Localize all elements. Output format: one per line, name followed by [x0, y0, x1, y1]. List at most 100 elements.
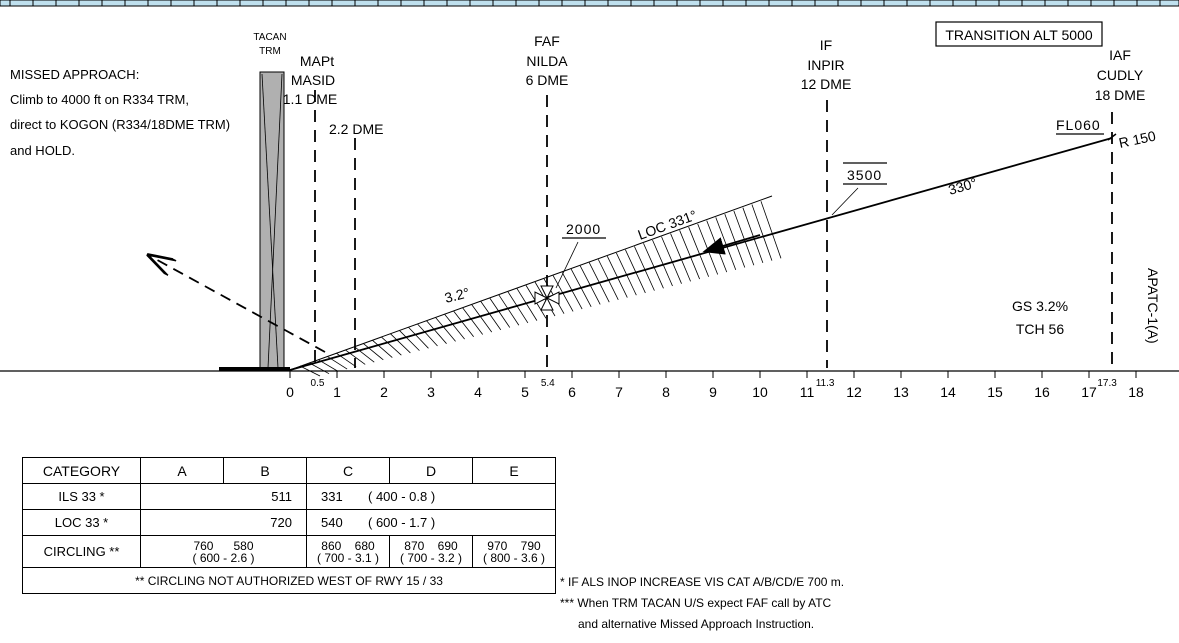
tacan-tower-line: [267, 73, 283, 369]
hatch-stroke: [733, 210, 755, 266]
axis-tick-label: 2: [380, 384, 388, 400]
hatch-stroke: [643, 243, 664, 289]
axis-sub-label: 0.5: [311, 378, 325, 389]
hatch-stroke: [516, 288, 538, 321]
ils-ab: 511: [140, 483, 307, 510]
hatch-stroke: [652, 239, 673, 287]
axis-tick-label: 14: [940, 384, 956, 400]
gs-percent-label: GS 3.2%: [1012, 298, 1068, 314]
axis-tick-label: 12: [846, 384, 862, 400]
ils-cde-value: 331: [321, 489, 343, 504]
header-category: CATEGORY: [22, 457, 141, 484]
note-line: * IF ALS INOP INCREASE VIS CAT A/B/CD/E …: [560, 575, 845, 589]
hatch-stroke: [353, 346, 375, 363]
ils-cde-paren: ( 400 - 0.8 ): [368, 489, 436, 504]
axis-tick-label: 13: [893, 384, 909, 400]
glide-path: [289, 137, 1113, 371]
minima-footnote-row: ** CIRCLING NOT AUTHORIZED WEST OF RWY 1…: [22, 567, 556, 594]
alt2000-label: 2000: [566, 221, 601, 237]
if-label: IF: [820, 37, 832, 53]
axis-sub-label: 5.4: [541, 378, 555, 389]
loc-ab: 720: [140, 509, 307, 536]
circling-label: CIRCLING **: [22, 535, 141, 568]
hatch-stroke: [381, 336, 402, 356]
header-a: A: [140, 457, 224, 484]
missed-approach-line: direct to KOGON (R334/18DME TRM): [10, 117, 230, 132]
circling-e: 970 790 ( 800 - 3.6 ): [472, 535, 556, 568]
circling-d-paren: ( 700 - 3.2 ): [399, 550, 463, 565]
hatch-stroke: [462, 307, 484, 335]
minima-ils-row: ILS 33 * 511 331 ( 400 - 0.8 ): [22, 483, 556, 510]
chart-id-label: APATC-1(A): [1145, 268, 1161, 344]
loc-label: LOC 33 *: [22, 509, 141, 536]
dme22-label: 2.2 DME: [329, 121, 383, 137]
hatch-stroke: [480, 301, 502, 331]
axis-tick-label: 1: [333, 384, 341, 400]
minima-circling-row: CIRCLING ** 760 580 ( 600 - 2.6 ) 860 68…: [22, 535, 556, 568]
mapt-label: 1.1 DME: [283, 91, 337, 107]
hatch-stroke: [760, 201, 782, 259]
hatch-stroke: [742, 207, 764, 264]
if-label: 12 DME: [801, 76, 852, 92]
hatch-stroke: [372, 339, 393, 358]
circling-ab-val2: 580: [233, 538, 254, 553]
missed-approach-path: [150, 256, 326, 353]
minima-loc-row: LOC 33 * 720 540 ( 600 - 1.7 ): [22, 509, 556, 536]
header-e: E: [472, 457, 556, 484]
iaf-label: 18 DME: [1095, 87, 1146, 103]
circling-ab: 760 580 ( 600 - 2.6 ): [140, 535, 307, 568]
axis-tick-label: 10: [752, 384, 768, 400]
tacan-tower-line: [261, 73, 279, 369]
axis-tick-label: 6: [568, 384, 576, 400]
ils-cde: 331 ( 400 - 0.8 ): [306, 483, 556, 510]
circling-d-val2: 690: [437, 538, 458, 553]
r150-label: R 150: [1117, 127, 1157, 150]
ils-label: ILS 33 *: [22, 483, 141, 510]
circling-c: 860 680 ( 700 - 3.1 ): [306, 535, 390, 568]
alt3500-label: 3500: [847, 167, 882, 183]
loc-cde-paren: ( 600 - 1.7 ): [368, 515, 436, 530]
alt2000-leader: [555, 241, 579, 289]
hatch-stroke: [417, 323, 438, 347]
hatch-stroke: [444, 314, 465, 340]
hatch-stroke: [625, 249, 646, 294]
circling-ab-paren: ( 600 - 2.6 ): [192, 550, 255, 565]
gs-angle-label: 3.2°: [443, 284, 471, 306]
r150-tick: [1107, 133, 1117, 141]
fl060-label: FL060: [1056, 117, 1101, 133]
approach-profile: TACAN TRM MAPt MASID 1.1 DME 2.2 DME FAF…: [0, 0, 1179, 400]
faf-label: 6 DME: [526, 72, 569, 88]
axis-tick-label: 17: [1081, 384, 1097, 400]
circling-c-val2: 680: [354, 538, 375, 553]
hatch-stroke: [507, 291, 529, 324]
hatch-stroke: [489, 297, 511, 328]
mapt-label: MASID: [291, 72, 335, 88]
header-c: C: [306, 457, 390, 484]
course-330-label: 330°: [946, 175, 978, 198]
missed-approach-line: and HOLD.: [10, 143, 75, 158]
axis-sub-label: 17.3: [1097, 378, 1117, 389]
hatch-stroke: [453, 310, 474, 338]
circling-c-paren: ( 700 - 3.1 ): [316, 550, 380, 565]
circling-d: 870 690 ( 700 - 3.2 ): [389, 535, 473, 568]
axis-tick-label: 4: [474, 384, 482, 400]
faf-label: NILDA: [526, 53, 568, 69]
axis-tick-label: 15: [987, 384, 1003, 400]
iaf-label: CUDLY: [1097, 67, 1144, 83]
circling-footnote: ** CIRCLING NOT AUTHORIZED WEST OF RWY 1…: [22, 567, 556, 594]
hatch-stroke: [426, 320, 447, 344]
hatch-stroke: [299, 365, 321, 377]
axis-tick-label: 3: [427, 384, 435, 400]
hatch-stroke: [435, 317, 456, 342]
loc-course-label: LOC 331°: [636, 207, 699, 243]
circling-e-val1: 970: [487, 538, 508, 553]
alt3500-leader: [831, 187, 859, 216]
hatch-stroke: [408, 326, 429, 349]
header-b: B: [223, 457, 307, 484]
mapt-label: MAPt: [300, 53, 334, 69]
note-line: *** When TRM TACAN U/S expect FAF call b…: [560, 596, 832, 610]
hatch-stroke: [390, 333, 411, 354]
axis-tick-label: 16: [1034, 384, 1050, 400]
top-frame-ticks: [9, 0, 1161, 6]
axis-tick-label: 8: [662, 384, 670, 400]
